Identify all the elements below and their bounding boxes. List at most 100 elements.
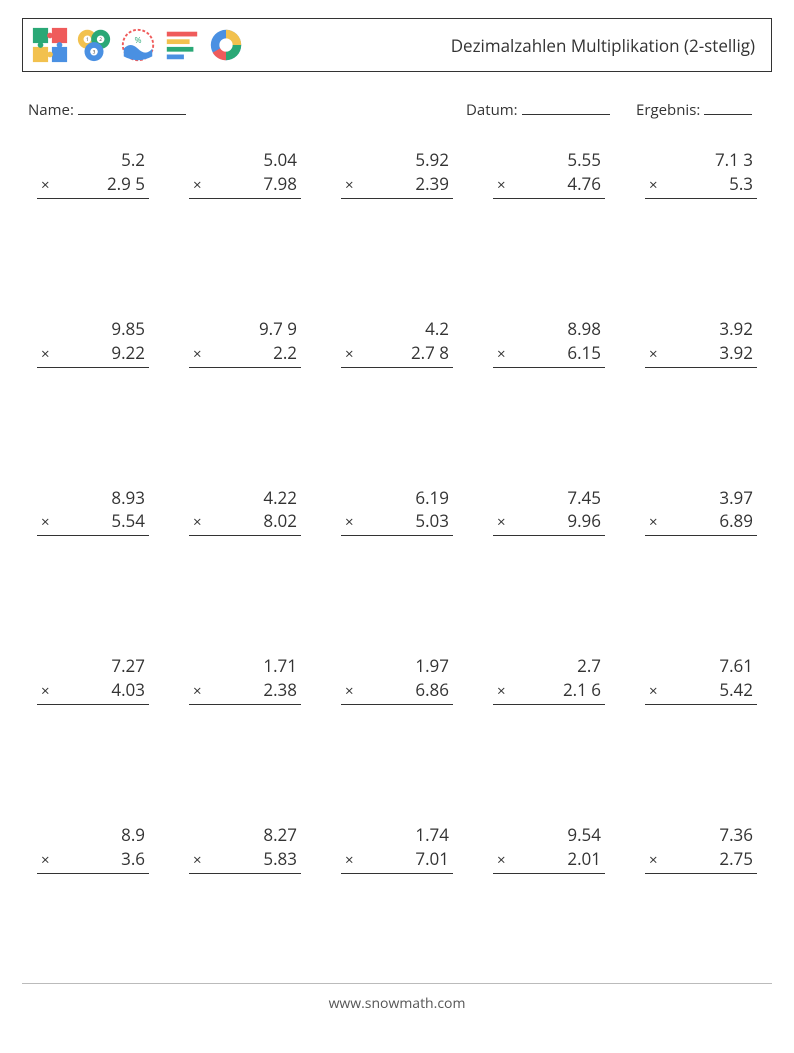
multiplier-row: ×2.1 6 [493,678,605,705]
multiplier: 6.89 [719,509,753,533]
multiplier-row: × 6.86 [341,678,453,705]
multiplier-row: × 6.89 [645,509,757,536]
multiplier-row: × 3.6 [37,847,149,874]
multiplicand: 7.36 [645,823,757,847]
operator: × [193,344,202,365]
multiplier-row: × 3.92 [645,341,757,368]
problem: 9.85×9.22 [37,317,149,368]
operator: × [345,175,354,196]
operator: × [497,850,506,871]
problem: 4.22×8.02 [189,486,301,537]
date-field: Datum: [466,100,610,120]
multiplier: 2.75 [719,847,753,871]
multiplier-row: ×2.7 8 [341,341,453,368]
operator: × [41,681,50,702]
multiplicand: 5.92 [341,148,453,172]
multiplicand: 3.97 [645,486,757,510]
operator: × [497,512,506,533]
multiplier-row: × 4.76 [493,172,605,199]
operator: × [497,175,506,196]
operator: × [345,681,354,702]
multiplier-row: ×8.02 [189,509,301,536]
multiplier: 4.03 [111,678,145,702]
problem: 5.2×2.9 5 [37,148,149,199]
multiplicand: 5.55 [493,148,605,172]
multiplier-row: × 5.83 [189,847,301,874]
multiplicand: 7.45 [493,486,605,510]
multiplicand: 8.98 [493,317,605,341]
problem: 3.92 × 3.92 [645,317,757,368]
problem: 8.9×3.6 [37,823,149,874]
operator: × [649,850,658,871]
multiplier-row: × 2.75 [645,847,757,874]
problem: 8.98×6.15 [493,317,605,368]
multiplier-row: ×2.38 [189,678,301,705]
operator: × [193,850,202,871]
multiplicand: 7.61 [645,654,757,678]
problem: 5.92 × 2.39 [341,148,453,199]
header-icons: 1 2 3 % [31,26,245,64]
operator: × [649,175,658,196]
operator: × [41,850,50,871]
footer: www.snowmath.com [22,983,772,1013]
operator: × [649,344,658,365]
multiplier: 2.2 [273,341,297,365]
multiplier: 4.76 [567,172,601,196]
problem: 7.45× 9.96 [493,486,605,537]
multiplier-row: × 2.2 [189,341,301,368]
multiplicand: 8.27 [189,823,301,847]
multiplicand: 9.54 [493,823,605,847]
operator: × [345,512,354,533]
multiplicand: 5.04 [189,148,301,172]
result-field: Ergebnis: [636,100,752,120]
multiplier: 5.83 [263,847,297,871]
problem: 8.93×5.54 [37,486,149,537]
problems-grid: 5.2×2.9 55.04×7.985.92×2.395.55×4.767.1 … [22,148,772,874]
multiplicand: 9.7 9 [189,317,301,341]
operator: × [345,850,354,871]
multiplier: 2.7 8 [411,341,449,365]
svg-text:2: 2 [99,37,102,43]
multiplicand: 8.93 [37,486,149,510]
multiplicand: 5.2 [37,148,149,172]
multiplier: 2.9 5 [107,172,145,196]
multiplier-row: ×9.22 [37,341,149,368]
multiplier: 3.92 [719,341,753,365]
multiplier: 2.01 [567,847,601,871]
date-underline [522,100,610,115]
svg-text:1: 1 [86,37,89,43]
name-underline [78,100,186,115]
operator: × [193,175,202,196]
result-label: Ergebnis: [636,100,700,120]
multiplier-row: × 9.96 [493,509,605,536]
multiplicand: 1.74 [341,823,453,847]
operator: × [649,681,658,702]
operator: × [649,512,658,533]
multiplier-row: × 2.01 [493,847,605,874]
problem: 1.71×2.38 [189,654,301,705]
multiplier: 6.86 [415,678,449,702]
svg-text:3: 3 [93,50,96,56]
multiplier: 5.54 [111,509,145,533]
multiplier: 2.38 [263,678,297,702]
balls-icon: 1 2 3 [75,26,113,64]
name-label: Name: [28,100,74,120]
multiplier: 2.39 [415,172,449,196]
globe-icon: % [119,26,157,64]
multiplier-row: ×7.01 [341,847,453,874]
multiplier: 3.6 [121,847,145,871]
problem: 8.27 × 5.83 [189,823,301,874]
multiplier: 8.02 [263,509,297,533]
multiplier-row: ×7.98 [189,172,301,199]
footer-url: www.snowmath.com [329,994,466,1013]
problem: 5.55 × 4.76 [493,148,605,199]
multiplicand: 3.92 [645,317,757,341]
multiplier-row: ×2.9 5 [37,172,149,199]
multiplier: 2.1 6 [563,678,601,702]
puzzle-icon [31,26,69,64]
meta-row: Name: Datum: Ergebnis: [22,100,772,122]
multiplier: 9.96 [567,509,601,533]
problem: 6.19×5.03 [341,486,453,537]
problem: 3.97× 6.89 [645,486,757,537]
problem: 7.1 3×5.3 [645,148,757,199]
